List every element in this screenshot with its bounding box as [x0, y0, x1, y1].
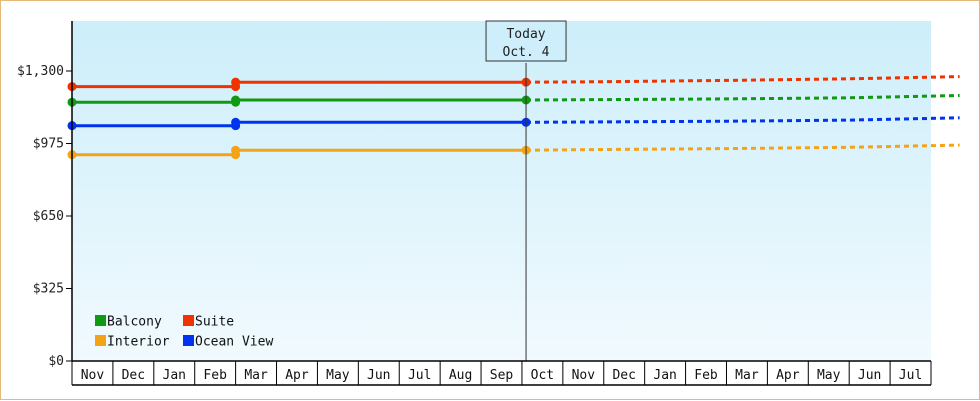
x-tick-label: May [817, 368, 841, 383]
y-tick-label: $0 [48, 354, 64, 369]
x-tick-label: Jun [858, 368, 881, 383]
x-tick-label: Feb [203, 368, 227, 383]
data-point-interior[interactable] [231, 145, 241, 155]
x-tick-label: May [326, 368, 350, 383]
plot-background [72, 21, 931, 361]
x-tick-label: Feb [694, 368, 718, 383]
x-tick-label: Apr [776, 368, 800, 383]
y-tick-label: $325 [33, 282, 64, 297]
x-tick-label: Sep [490, 368, 514, 383]
x-tick-label: Dec [612, 368, 635, 383]
x-tick-label: Nov [81, 368, 105, 383]
x-tick-label: Mar [735, 368, 759, 383]
legend-label-suite: Suite [195, 315, 234, 330]
y-tick-label: $650 [33, 209, 64, 224]
legend-swatch-suite [183, 315, 194, 326]
x-tick-label: Apr [285, 368, 309, 383]
legend-swatch-balcony [95, 315, 106, 326]
series-forecast-balcony [525, 94, 960, 102]
x-tick-label: Mar [244, 368, 268, 383]
data-point-suite[interactable] [231, 77, 241, 87]
x-tick-label: Jul [899, 368, 922, 383]
series-forecast-ocean-view [525, 116, 960, 124]
x-tick-label: Oct [531, 368, 554, 383]
legend-swatch-interior [95, 335, 106, 346]
y-tick-label: $1,300 [17, 64, 64, 79]
today-date: Oct. 4 [503, 45, 550, 60]
x-tick-label: Jun [367, 368, 390, 383]
x-tick-label: Aug [449, 368, 472, 383]
series-forecast-interior [525, 143, 960, 152]
x-tick-label: Jan [163, 368, 186, 383]
x-tick-label: Jul [408, 368, 431, 383]
data-point-ocean-view[interactable] [231, 117, 241, 127]
y-tick-label: $975 [33, 137, 64, 152]
legend-label-balcony: Balcony [107, 315, 162, 330]
x-tick-label: Jan [653, 368, 676, 383]
x-tick-label: Dec [122, 368, 145, 383]
legend-swatch-ocean-view [183, 335, 194, 346]
x-tick-label: Nov [572, 368, 596, 383]
legend-label-ocean-view: Ocean View [195, 335, 273, 350]
series-forecast-suite [525, 75, 960, 84]
data-point-balcony[interactable] [231, 95, 241, 105]
legend-label-interior: Interior [107, 335, 170, 350]
today-callout [485, 20, 567, 62]
today-label: Today [506, 27, 545, 42]
